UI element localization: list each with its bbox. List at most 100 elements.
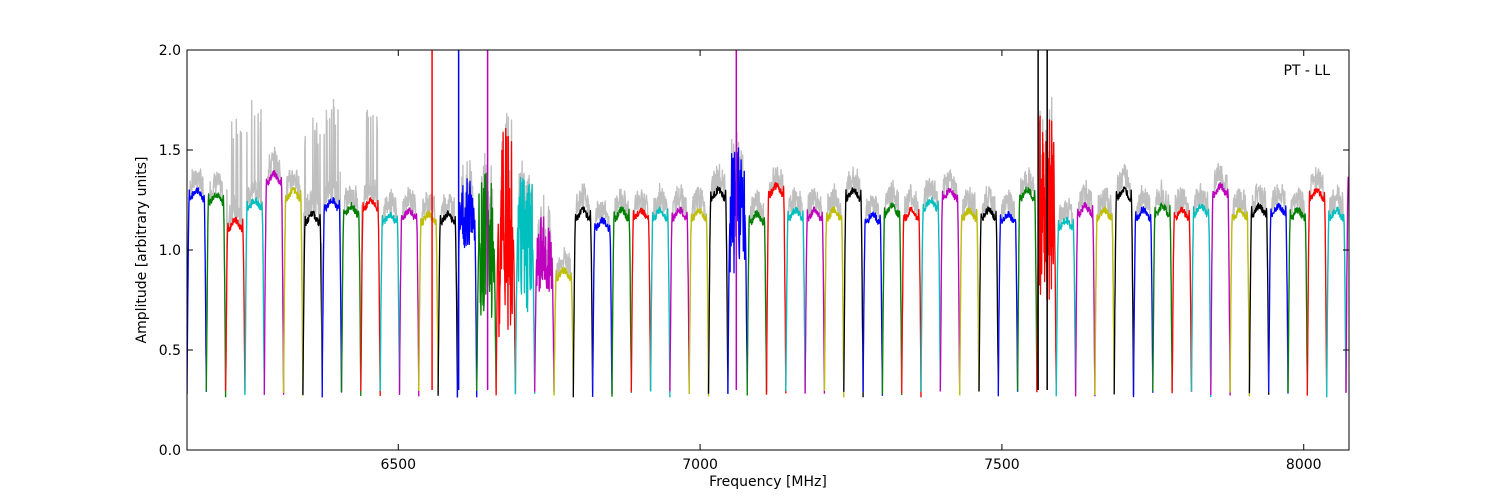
background-trace [187, 168, 207, 395]
channel-trace [959, 207, 980, 396]
channel-trace [688, 207, 710, 397]
channel-trace [263, 169, 285, 395]
channel-trace [553, 267, 574, 396]
background-trace [572, 183, 594, 398]
background-trace [1326, 184, 1347, 398]
channel-trace [1385, 147, 1404, 396]
background-trace [804, 188, 826, 394]
channel-trace [456, 178, 478, 398]
channel-trace [746, 210, 768, 396]
x-tick-label: 7500 [984, 457, 1020, 473]
background-trace [1152, 179, 1173, 392]
channel-trace [282, 186, 304, 396]
channel-trace [418, 210, 439, 393]
background-trace [959, 186, 980, 396]
channel-trace [321, 196, 343, 398]
background-trace [649, 182, 671, 398]
background-trace [379, 188, 401, 392]
channel-trace [649, 206, 671, 398]
channel-trace [1094, 206, 1115, 396]
channel-trace [437, 210, 459, 398]
background-trace [1268, 184, 1289, 394]
channel-trace [785, 206, 806, 392]
channel-trace [843, 187, 864, 398]
channel-trace [862, 211, 884, 396]
background-trace [920, 177, 941, 392]
channel-trace [630, 207, 652, 392]
channel-trace [939, 187, 961, 394]
channel-trace [1365, 187, 1384, 392]
channel-trace [514, 176, 536, 395]
background-trace [1016, 167, 1038, 393]
channel-trace [476, 172, 497, 393]
background-trace [398, 186, 420, 397]
background-trace [302, 117, 323, 397]
channel-trace [1248, 202, 1270, 395]
background-trace [282, 169, 304, 396]
channel-trace [978, 206, 999, 395]
background-trace [1094, 187, 1115, 396]
background-trace [224, 118, 246, 391]
channel-trace [707, 185, 729, 394]
channel-trace [1268, 202, 1289, 394]
channel-trace [1287, 207, 1308, 395]
y-axis-label: Amplitude [arbitrary units] [134, 157, 150, 344]
channel-trace [727, 147, 748, 394]
channel-trace [1055, 216, 1077, 397]
channel-trace [534, 216, 555, 392]
x-tick-label: 7000 [682, 457, 718, 473]
background-trace [437, 193, 459, 398]
background-trace [843, 166, 864, 398]
channel-trace [205, 192, 227, 398]
background-trace [707, 163, 729, 394]
channel-trace [1190, 203, 1212, 398]
background-trace [321, 98, 343, 398]
channel-trace [1326, 206, 1347, 398]
y-tick-label: 1.5 [159, 143, 181, 159]
channel-trace [765, 182, 787, 395]
background-trace [1171, 187, 1193, 394]
channel-trace [244, 197, 265, 396]
channel-trace [360, 197, 381, 396]
channel-trace [187, 187, 207, 395]
channel-trace [901, 206, 922, 398]
channel-trace [997, 210, 1019, 397]
y-tick-label: 2.0 [159, 43, 181, 59]
channel-trace [881, 202, 903, 395]
y-tick-label: 0.5 [159, 343, 181, 359]
channel-trace [572, 206, 594, 398]
y-tick-label: 1.0 [159, 243, 181, 259]
series-layer [187, 50, 1404, 398]
background-trace [1385, 124, 1404, 396]
y-tick-label: 0.0 [159, 443, 181, 459]
channel-trace [1171, 206, 1193, 394]
channel-trace [1016, 186, 1038, 393]
channel-trace [495, 127, 517, 396]
background-trace [244, 99, 265, 396]
channel-trace [1113, 186, 1135, 395]
background-trace [669, 184, 690, 394]
background-trace [862, 195, 884, 396]
channel-trace [1210, 182, 1231, 396]
plot-annotation: PT - LL [1283, 63, 1330, 79]
background-trace [901, 184, 922, 398]
channel-trace [920, 196, 941, 392]
channel-trace [804, 206, 826, 394]
channel-trace [1074, 202, 1096, 397]
channel-trace [340, 202, 362, 396]
ticks-layer: 6500 7000 7500 8000 0.0 0.5 1.0 1.5 2.0 [159, 43, 1349, 473]
channel-trace [823, 206, 845, 398]
background-trace [688, 186, 710, 397]
background-trace [1248, 183, 1270, 395]
background-trace [785, 187, 806, 392]
channel-trace [611, 206, 632, 397]
channel-trace [302, 210, 323, 397]
channel-trace [398, 207, 420, 397]
channel-trace [669, 206, 690, 394]
background-trace [1365, 169, 1384, 392]
channel-trace [224, 216, 246, 391]
background-trace [1306, 167, 1328, 396]
x-tick-label: 8000 [1286, 457, 1322, 473]
channel-trace [379, 211, 401, 392]
